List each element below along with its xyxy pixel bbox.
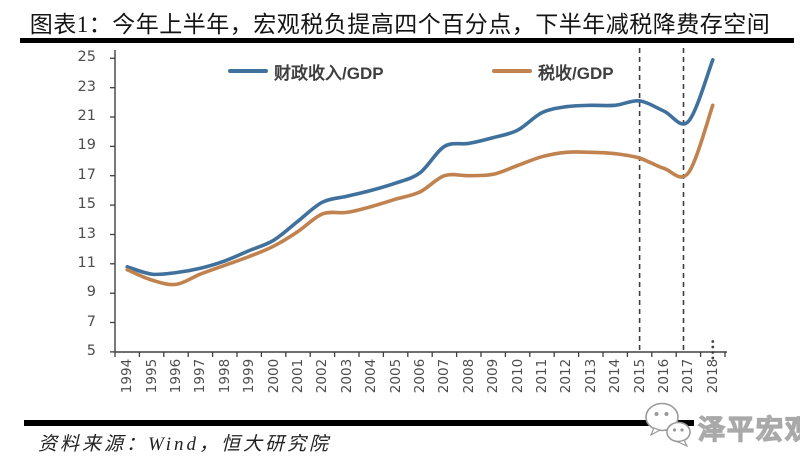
- x-axis-tick-label: 2013: [582, 358, 599, 394]
- axis-end-dots: [711, 356, 715, 360]
- x-axis-tick-label: 1998: [216, 358, 233, 394]
- x-axis-tick-label: 1996: [168, 358, 184, 394]
- watermark: 泽平宏观: [638, 399, 800, 459]
- axis-end-dots: [711, 340, 715, 343]
- x-axis-tick-label: 2010: [509, 358, 526, 394]
- x-axis-tick-label: 2012: [558, 358, 575, 394]
- x-axis-tick-label: 2015: [631, 358, 648, 394]
- y-axis-tick-label: 15: [77, 196, 96, 213]
- source-note: 资料来源：Wind，恒大研究院: [38, 434, 332, 455]
- x-axis-tick-label: 1999: [241, 358, 258, 394]
- x-axis-tick-label: 1997: [192, 358, 209, 394]
- x-axis-tick-label: 2005: [387, 358, 404, 394]
- x-axis-tick-label: 1995: [143, 358, 160, 394]
- x-axis-tick-label: 2018: [704, 358, 721, 394]
- y-axis-tick-label: 11: [77, 254, 96, 271]
- axis-end-dots: [711, 351, 715, 354]
- wechat-icon: [645, 402, 691, 448]
- y-axis-tick-label: 5: [86, 342, 96, 359]
- x-axis-tick-label: 2014: [607, 358, 624, 394]
- legend-item-tax: 税收/GDP: [492, 61, 614, 83]
- x-axis-tick-label: 2004: [363, 358, 380, 394]
- x-axis-tick-label: 2016: [656, 358, 672, 394]
- y-axis-tick-label: 9: [86, 284, 96, 301]
- x-axis-tick-label: 2001: [290, 358, 306, 394]
- x-axis-tick-label: 2009: [485, 358, 502, 394]
- y-axis-tick-label: 7: [86, 313, 96, 330]
- x-axis-tick-label: 2011: [534, 358, 550, 394]
- axis-end-dots: [711, 345, 715, 349]
- x-axis-tick-label: 1994: [119, 358, 136, 394]
- legend-swatch-fiscal: [228, 69, 268, 73]
- legend-label-fiscal: 财政收入/GDP: [274, 63, 384, 83]
- series-line-tax: [125, 103, 715, 287]
- x-axis-tick-label: 2006: [412, 358, 428, 394]
- title-divider: [20, 38, 794, 43]
- y-axis-tick-label: 25: [77, 49, 96, 66]
- x-axis-tick-label: 2002: [314, 358, 331, 394]
- x-axis-tick-label: 2017: [680, 358, 697, 394]
- x-axis-tick-label: 2008: [460, 358, 477, 394]
- y-axis-tick-label: 19: [77, 137, 96, 154]
- y-axis-tick-label: 21: [77, 108, 96, 124]
- y-axis-tick-label: 13: [77, 225, 96, 242]
- legend-swatch-tax: [492, 69, 532, 73]
- legend-label-tax: 税收/GDP: [538, 63, 614, 83]
- watermark-text: 泽平宏观: [694, 405, 800, 452]
- y-axis-tick-label: 17: [77, 166, 96, 183]
- x-axis-tick-label: 2007: [436, 358, 453, 394]
- x-axis-tick-label: 2000: [265, 358, 282, 394]
- chart-title: 图表1：今年上半年，宏观税负提高四个百分点，下半年减税降费存空间: [29, 12, 771, 37]
- footer-divider: [24, 420, 800, 426]
- y-axis-tick-label: 23: [77, 78, 96, 95]
- series-line-fiscal: [125, 58, 715, 277]
- legend-item-fiscal: 财政收入/GDP: [228, 61, 384, 83]
- x-axis-tick-label: 2003: [338, 358, 355, 394]
